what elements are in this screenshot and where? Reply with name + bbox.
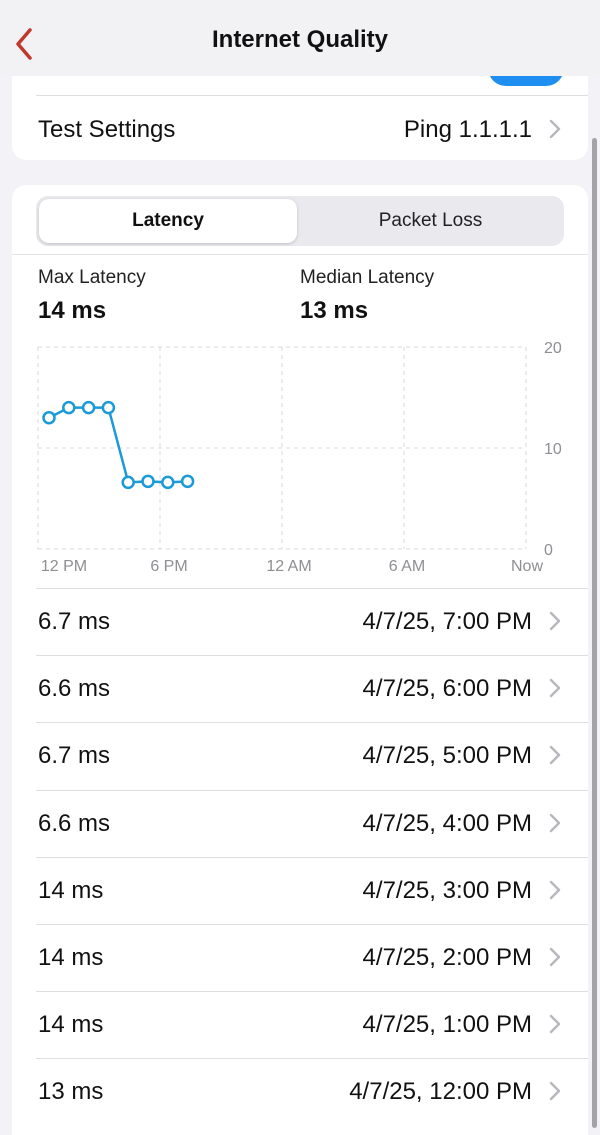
divider <box>36 789 588 791</box>
chevron-right-icon <box>549 880 561 899</box>
x-tick-label: 12 PM <box>41 558 87 575</box>
timestamp: 4/7/25, 6:00 PM <box>362 675 532 703</box>
history-row[interactable]: 6.6 ms 4/7/25, 6:00 PM <box>12 655 588 722</box>
latency-value: 14 ms <box>38 876 104 904</box>
chevron-right-icon <box>549 119 561 139</box>
data-point <box>141 474 155 489</box>
history-row[interactable]: 6.6 ms 4/7/25, 4:00 PM <box>12 789 588 857</box>
tab-latency[interactable]: Latency <box>39 199 297 243</box>
divider <box>12 254 588 255</box>
divider <box>36 655 588 657</box>
timestamp: 4/7/25, 2:00 PM <box>362 944 532 971</box>
data-point <box>180 474 195 489</box>
y-tick-label: 0 <box>544 542 553 559</box>
history-row[interactable]: 13 ms 4/7/25, 12:00 PM <box>12 1058 588 1125</box>
latency-value: 6.7 ms <box>38 742 111 770</box>
chevron-right-icon <box>549 1014 561 1034</box>
page-title: Internet Quality <box>211 26 389 53</box>
chevron-right-icon <box>549 1082 561 1101</box>
latency-line <box>48 406 188 484</box>
y-tick-label: 20 <box>544 340 562 357</box>
latency-value: 6.7 ms <box>38 608 111 635</box>
divider <box>36 588 588 589</box>
median-latency-label: Median Latency <box>300 267 435 288</box>
history-row[interactable]: 14 ms 4/7/25, 2:00 PM <box>12 924 588 991</box>
data-point <box>62 400 76 415</box>
divider <box>36 924 588 925</box>
chevron-right-icon <box>549 813 561 832</box>
divider <box>36 722 588 724</box>
latency-value: 13 ms <box>38 1078 104 1106</box>
latency-value: 14 ms <box>38 944 104 971</box>
history-row[interactable]: 6.7 ms 4/7/25, 7:00 PM <box>12 588 588 655</box>
segmented-control: Latency Packet Loss <box>36 196 564 246</box>
divider <box>36 1058 588 1060</box>
navigation-bar: Internet Quality <box>0 0 600 76</box>
latency-value: 14 ms <box>38 1011 104 1039</box>
test-settings-label: Test Settings <box>38 116 176 143</box>
back-button[interactable] <box>6 18 42 66</box>
timestamp: 4/7/25, 4:00 PM <box>362 809 532 837</box>
history-row[interactable]: 6.7 ms 4/7/25, 5:00 PM <box>12 722 588 789</box>
data-point <box>42 410 56 425</box>
divider <box>36 95 588 96</box>
x-tick-label: Now <box>511 558 543 575</box>
x-tick-label: 6 AM <box>389 558 425 575</box>
chevron-right-icon <box>549 678 561 698</box>
chevron-right-icon <box>549 947 561 967</box>
chevron-left-icon <box>16 28 32 60</box>
x-tick-label: 6 PM <box>150 558 187 575</box>
timestamp: 4/7/25, 5:00 PM <box>362 742 532 770</box>
y-tick-label: 10 <box>544 441 562 458</box>
median-latency-value: 13 ms <box>300 297 369 324</box>
data-point <box>161 475 175 490</box>
latency-value: 6.6 ms <box>38 809 111 837</box>
tab-packet-loss[interactable]: Packet Loss <box>378 210 483 231</box>
timestamp: 4/7/25, 12:00 PM <box>349 1078 532 1106</box>
latency-chart-svg: 20 10 0 12 PM 6 PM 12 AM 6 AM Now <box>37 340 562 575</box>
latency-value: 6.6 ms <box>38 675 111 703</box>
chevron-right-icon <box>549 746 561 765</box>
chevron-right-icon <box>549 611 561 631</box>
timestamp: 4/7/25, 7:00 PM <box>362 608 532 635</box>
history-row[interactable]: 14 ms 4/7/25, 3:00 PM <box>12 856 588 924</box>
test-settings-value: Ping 1.1.1.1 <box>403 116 532 143</box>
x-tick-label: 12 AM <box>266 558 311 575</box>
data-point <box>81 400 96 415</box>
divider <box>36 856 588 858</box>
max-latency-value: 14 ms <box>38 297 107 324</box>
test-settings-row[interactable]: Test Settings Ping 1.1.1.1 <box>12 96 588 160</box>
history-row[interactable]: 14 ms 4/7/25, 1:00 PM <box>12 991 588 1058</box>
max-latency-label: Max Latency <box>38 267 146 288</box>
timestamp: 4/7/25, 1:00 PM <box>362 1011 532 1039</box>
latency-card: Latency Packet Loss Max Latency 14 ms Me… <box>12 185 588 1135</box>
timestamp: 4/7/25, 3:00 PM <box>362 876 532 904</box>
latency-chart: 20 10 0 12 PM 6 PM 12 AM 6 AM Now <box>12 335 588 575</box>
scrollbar[interactable] <box>592 138 597 1128</box>
divider <box>36 991 588 993</box>
data-point <box>121 475 135 490</box>
data-point <box>101 400 116 415</box>
